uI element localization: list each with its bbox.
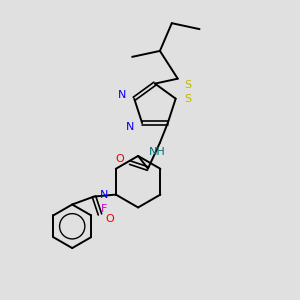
Text: O: O (106, 214, 114, 224)
Text: N: N (126, 122, 134, 132)
Text: S: S (184, 94, 191, 104)
Text: O: O (116, 154, 124, 164)
Text: N: N (100, 190, 108, 200)
Text: N: N (118, 90, 127, 100)
Text: S: S (184, 80, 191, 90)
Text: NH: NH (148, 147, 165, 157)
Text: F: F (101, 204, 107, 214)
